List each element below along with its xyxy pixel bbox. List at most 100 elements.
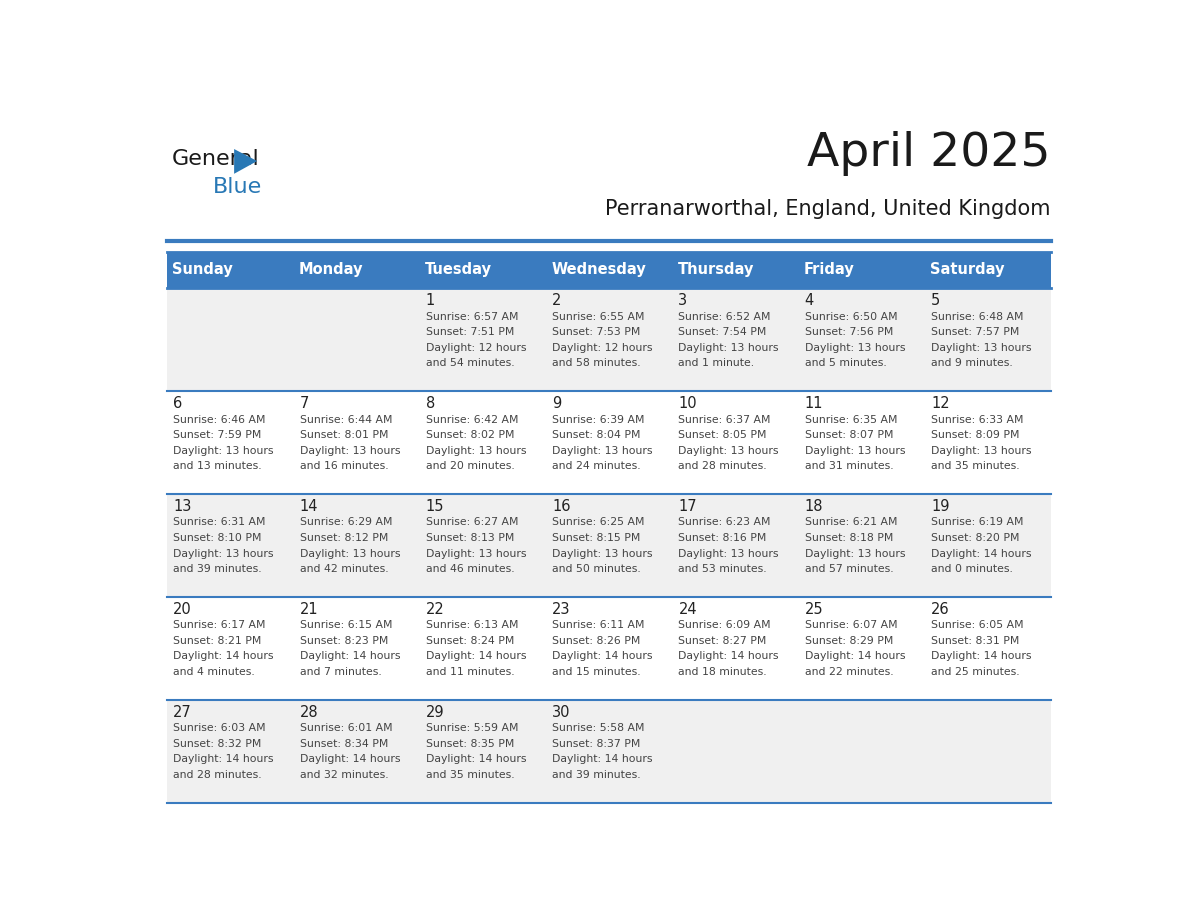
Text: and 31 minutes.: and 31 minutes. [804, 461, 893, 471]
Bar [166, 252, 293, 288]
Bar [166, 391, 293, 494]
Text: and 32 minutes.: and 32 minutes. [299, 770, 388, 780]
Text: Sunset: 8:05 PM: Sunset: 8:05 PM [678, 431, 767, 440]
Text: Daylight: 13 hours: Daylight: 13 hours [552, 445, 652, 455]
Text: Wednesday: Wednesday [551, 263, 646, 277]
Bar [545, 494, 672, 597]
Bar [545, 391, 672, 494]
Text: and 28 minutes.: and 28 minutes. [173, 770, 263, 780]
Bar [798, 597, 924, 700]
Text: Perranarworthal, England, United Kingdom: Perranarworthal, England, United Kingdom [606, 198, 1051, 218]
Bar [672, 252, 798, 288]
Bar [293, 700, 419, 803]
Bar [798, 494, 924, 597]
Bar [798, 700, 924, 803]
Text: and 39 minutes.: and 39 minutes. [552, 770, 640, 780]
Text: Sunrise: 6:31 AM: Sunrise: 6:31 AM [173, 518, 266, 528]
Text: Sunset: 8:29 PM: Sunset: 8:29 PM [804, 636, 893, 646]
Text: Daylight: 13 hours: Daylight: 13 hours [299, 549, 400, 558]
Text: Daylight: 14 hours: Daylight: 14 hours [552, 652, 652, 662]
Text: Saturday: Saturday [930, 263, 1005, 277]
Text: and 16 minutes.: and 16 minutes. [299, 461, 388, 471]
Text: Sunrise: 6:03 AM: Sunrise: 6:03 AM [173, 723, 266, 733]
Text: Sunset: 7:53 PM: Sunset: 7:53 PM [552, 327, 640, 337]
Text: Sunrise: 6:15 AM: Sunrise: 6:15 AM [299, 621, 392, 631]
Text: Sunset: 8:31 PM: Sunset: 8:31 PM [931, 636, 1019, 646]
Text: Sunset: 8:18 PM: Sunset: 8:18 PM [804, 533, 893, 543]
Text: Daylight: 12 hours: Daylight: 12 hours [425, 342, 526, 353]
Text: Daylight: 13 hours: Daylight: 13 hours [931, 342, 1031, 353]
Text: and 50 minutes.: and 50 minutes. [552, 564, 640, 574]
Text: Daylight: 14 hours: Daylight: 14 hours [173, 755, 274, 765]
Text: Daylight: 13 hours: Daylight: 13 hours [804, 445, 905, 455]
Bar [293, 252, 419, 288]
Text: Sunset: 8:10 PM: Sunset: 8:10 PM [173, 533, 261, 543]
Text: Sunset: 8:24 PM: Sunset: 8:24 PM [425, 636, 514, 646]
Text: Sunset: 8:20 PM: Sunset: 8:20 PM [931, 533, 1019, 543]
Text: Sunset: 8:16 PM: Sunset: 8:16 PM [678, 533, 766, 543]
Text: 5: 5 [931, 293, 940, 308]
Text: Sunset: 8:35 PM: Sunset: 8:35 PM [425, 739, 514, 749]
Text: Sunset: 8:34 PM: Sunset: 8:34 PM [299, 739, 388, 749]
Text: Sunrise: 6:01 AM: Sunrise: 6:01 AM [299, 723, 392, 733]
Bar [672, 597, 798, 700]
Text: Friday: Friday [804, 263, 854, 277]
Text: Sunrise: 6:35 AM: Sunrise: 6:35 AM [804, 415, 897, 424]
Text: Sunrise: 6:29 AM: Sunrise: 6:29 AM [299, 518, 392, 528]
Text: Daylight: 14 hours: Daylight: 14 hours [173, 652, 274, 662]
Bar [672, 288, 798, 391]
Text: Daylight: 13 hours: Daylight: 13 hours [173, 549, 274, 558]
Text: Sunset: 8:12 PM: Sunset: 8:12 PM [299, 533, 388, 543]
Text: Sunrise: 6:09 AM: Sunrise: 6:09 AM [678, 621, 771, 631]
Text: Sunset: 7:51 PM: Sunset: 7:51 PM [425, 327, 514, 337]
Text: 1: 1 [425, 293, 435, 308]
Text: 21: 21 [299, 602, 318, 617]
Text: and 11 minutes.: and 11 minutes. [425, 667, 514, 677]
Bar [545, 252, 672, 288]
Text: Daylight: 14 hours: Daylight: 14 hours [931, 549, 1031, 558]
Bar [672, 494, 798, 597]
Text: and 13 minutes.: and 13 minutes. [173, 461, 263, 471]
Bar [545, 597, 672, 700]
Text: and 7 minutes.: and 7 minutes. [299, 667, 381, 677]
Text: 23: 23 [552, 602, 570, 617]
Bar [293, 494, 419, 597]
Text: 13: 13 [173, 499, 191, 514]
Text: Blue: Blue [213, 177, 263, 197]
Text: and 39 minutes.: and 39 minutes. [173, 564, 263, 574]
Text: 14: 14 [299, 499, 318, 514]
Bar [419, 700, 545, 803]
Bar [924, 597, 1051, 700]
Text: Sunrise: 6:52 AM: Sunrise: 6:52 AM [678, 311, 771, 321]
Text: Daylight: 13 hours: Daylight: 13 hours [678, 342, 779, 353]
Bar [293, 288, 419, 391]
Bar [419, 391, 545, 494]
Text: and 18 minutes.: and 18 minutes. [678, 667, 767, 677]
Text: Sunset: 7:59 PM: Sunset: 7:59 PM [173, 431, 261, 440]
Text: Daylight: 13 hours: Daylight: 13 hours [804, 549, 905, 558]
Text: Sunset: 7:56 PM: Sunset: 7:56 PM [804, 327, 893, 337]
Bar [672, 391, 798, 494]
Text: and 24 minutes.: and 24 minutes. [552, 461, 640, 471]
Text: 11: 11 [804, 397, 823, 411]
Text: Sunrise: 5:58 AM: Sunrise: 5:58 AM [552, 723, 645, 733]
Text: 15: 15 [425, 499, 444, 514]
Text: and 28 minutes.: and 28 minutes. [678, 461, 767, 471]
Text: Sunset: 8:21 PM: Sunset: 8:21 PM [173, 636, 261, 646]
Text: Daylight: 12 hours: Daylight: 12 hours [552, 342, 652, 353]
Bar [545, 288, 672, 391]
Text: Daylight: 14 hours: Daylight: 14 hours [425, 755, 526, 765]
Text: and 5 minutes.: and 5 minutes. [804, 358, 886, 368]
Bar [924, 252, 1051, 288]
Bar [419, 288, 545, 391]
Text: Daylight: 14 hours: Daylight: 14 hours [931, 652, 1031, 662]
Text: and 35 minutes.: and 35 minutes. [931, 461, 1019, 471]
Text: 16: 16 [552, 499, 570, 514]
Text: Sunset: 8:23 PM: Sunset: 8:23 PM [299, 636, 388, 646]
Text: Sunrise: 6:13 AM: Sunrise: 6:13 AM [425, 621, 518, 631]
Text: and 58 minutes.: and 58 minutes. [552, 358, 640, 368]
Text: 30: 30 [552, 705, 570, 720]
Text: Sunrise: 6:25 AM: Sunrise: 6:25 AM [552, 518, 645, 528]
Text: Daylight: 13 hours: Daylight: 13 hours [931, 445, 1031, 455]
Text: Sunset: 8:13 PM: Sunset: 8:13 PM [425, 533, 514, 543]
